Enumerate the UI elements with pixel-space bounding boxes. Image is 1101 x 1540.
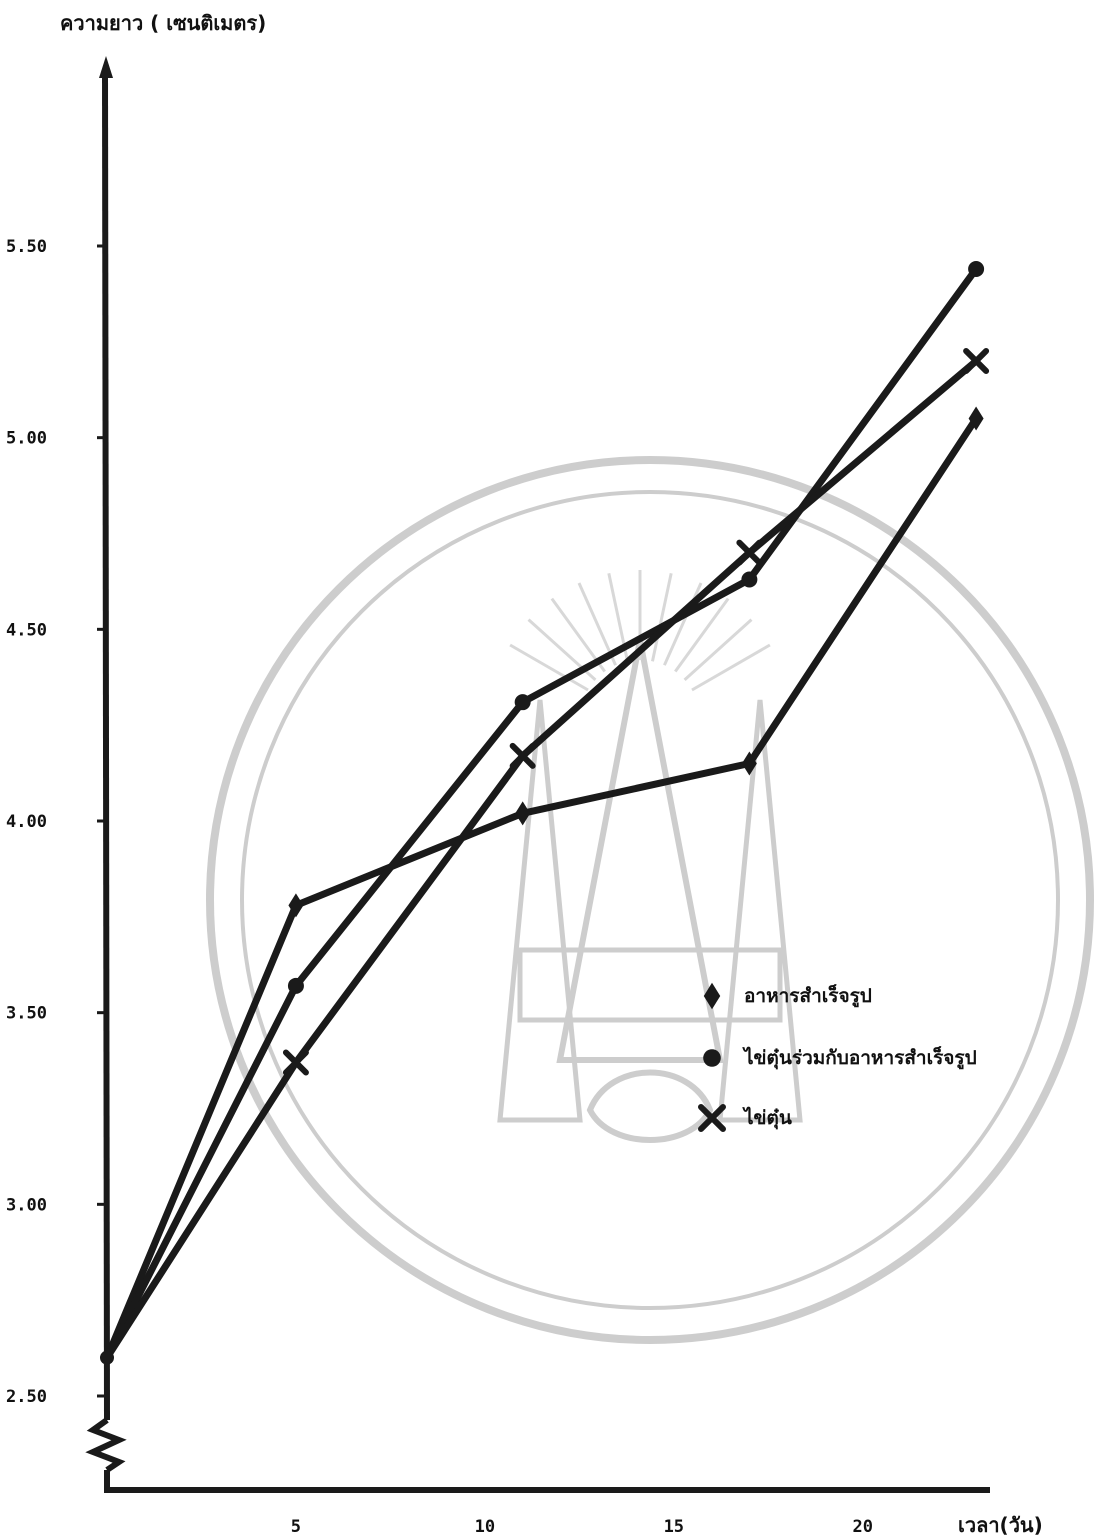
x-marker — [736, 539, 763, 566]
y-tick-label: 2.50 — [6, 1387, 47, 1407]
x-tick-label: 10 — [475, 1517, 495, 1537]
series-line — [103, 357, 980, 1362]
y-axis-arrowhead — [99, 56, 113, 78]
y-axis-line — [102, 71, 110, 1421]
legend-entry-label: อาหารสำเร็จรูป — [744, 983, 872, 1008]
diamond-marker — [515, 801, 531, 826]
axes — [85, 56, 990, 1493]
diamond-marker — [968, 406, 984, 431]
y-tick-label: 4.00 — [6, 812, 47, 832]
origin-point — [100, 1350, 114, 1365]
diamond-marker — [741, 751, 757, 776]
diamond-marker — [703, 982, 721, 1010]
legend-entry-label: ไข่ตุ๋นร่วมกับอาหารสำเร็จรูป — [742, 1045, 977, 1070]
circle-marker — [287, 977, 304, 994]
x-marker — [963, 348, 990, 374]
y-tick-label: 3.00 — [6, 1195, 47, 1215]
x-axis-line — [104, 1470, 990, 1493]
circle-marker — [968, 261, 985, 277]
x-tick-label: 20 — [853, 1517, 873, 1537]
series-diamond — [103, 406, 984, 1362]
series-line — [103, 265, 980, 1362]
x-marker — [282, 1049, 309, 1076]
circle-marker — [741, 571, 758, 588]
x-tick-label: 5 — [291, 1517, 301, 1537]
legend-entry-label: ไข่ตุ๋น — [742, 1106, 792, 1130]
y-tick-label: 3.50 — [6, 1004, 47, 1024]
y-axis-title: ความยาว ( เซนติเมตร) — [60, 11, 266, 35]
y-tick-label: 5.00 — [6, 429, 47, 449]
x-ticks: 5 10 15 20 — [291, 1517, 873, 1537]
x-marker — [509, 742, 536, 769]
series-line — [103, 415, 980, 1362]
diamond-marker — [288, 893, 304, 918]
legend: อาหารสำเร็จรูปไข่ตุ๋นร่วมกับอาหารสำเร็จร… — [698, 982, 977, 1132]
x-marker — [698, 1104, 726, 1132]
y-ticks: 2.50 3.00 3.50 4.00 4.50 5.00 5.50 — [6, 237, 107, 1407]
series-circle — [103, 261, 985, 1362]
y-tick-label: 5.50 — [6, 237, 47, 257]
series-x — [103, 348, 990, 1362]
circle-marker — [514, 694, 531, 711]
x-tick-label: 15 — [664, 1517, 684, 1537]
x-axis-title: เวลา(วัน) — [958, 1513, 1043, 1537]
axis-break-mark — [85, 1417, 127, 1473]
seal-watermark — [206, 456, 1094, 1344]
y-tick-label: 4.50 — [6, 620, 47, 640]
circle-marker — [703, 1049, 721, 1067]
series-layer — [100, 261, 990, 1365]
